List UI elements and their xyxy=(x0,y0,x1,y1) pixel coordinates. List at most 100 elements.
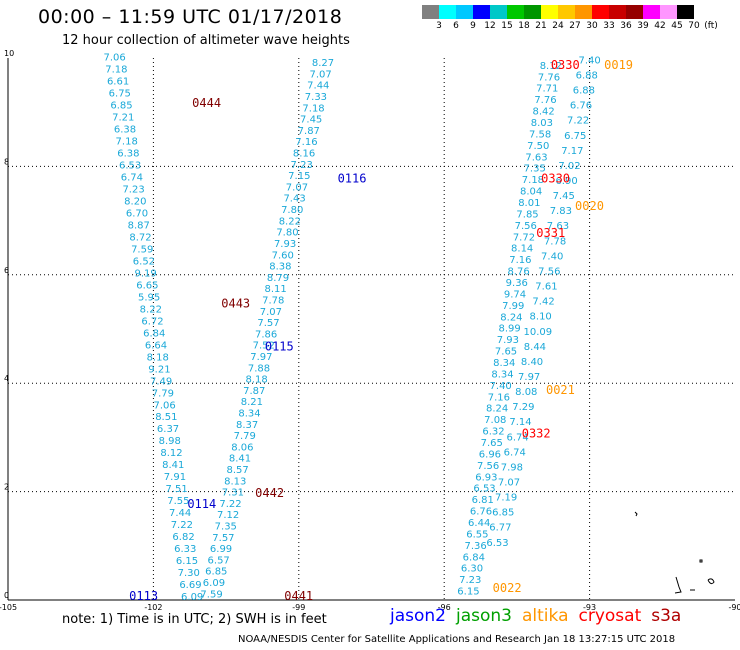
wave-height-value: 7.63 xyxy=(525,152,547,163)
wave-height-value: 8.18 xyxy=(147,352,169,363)
wave-height-value: 6.15 xyxy=(176,556,198,567)
wave-height-value: 6.15 xyxy=(457,587,479,598)
wave-height-value: 7.43 xyxy=(283,194,305,205)
wave-height-value: 7.21 xyxy=(112,113,134,124)
wave-height-value: 7.93 xyxy=(274,239,296,250)
color-swatch xyxy=(422,5,439,19)
wave-height-value: 7.35 xyxy=(524,164,546,175)
color-scale-label: 6 xyxy=(453,21,459,31)
wave-height-value: 6.99 xyxy=(210,544,232,555)
wave-height-value: 8.13 xyxy=(224,476,246,487)
wave-height-value: 8.16 xyxy=(293,149,315,160)
wave-height-value: 7.55 xyxy=(167,496,189,507)
pass-label: 0019 xyxy=(604,58,633,72)
color-swatch xyxy=(643,5,660,19)
color-swatch xyxy=(439,5,456,19)
wave-height-value: 7.60 xyxy=(272,250,294,261)
color-swatch xyxy=(626,5,643,19)
wave-height-value: 7.16 xyxy=(295,137,317,148)
y-tick-label: 6 xyxy=(4,266,9,275)
wave-height-value: 7.76 xyxy=(538,72,560,83)
wave-height-value: 8.08 xyxy=(515,387,537,398)
wave-height-value: 8.27 xyxy=(312,58,334,69)
color-scale-label: 70 xyxy=(688,21,700,31)
wave-height-value: 7.42 xyxy=(532,297,554,308)
pass-label: 0444 xyxy=(192,96,221,110)
color-scale-label: 39 xyxy=(637,21,649,31)
color-scale-label: 27 xyxy=(569,21,581,31)
wave-height-value: 7.40 xyxy=(578,55,600,66)
wave-height-value: 6.52 xyxy=(133,256,155,267)
wave-height-value: 8.12 xyxy=(540,61,562,72)
wave-height-value: 8.57 xyxy=(227,465,249,476)
color-scale-label: (ft) xyxy=(704,21,718,31)
wave-height-value: 7.06 xyxy=(153,400,175,411)
color-scale-label: 12 xyxy=(484,21,496,31)
wave-height-value: 7.16 xyxy=(488,392,510,403)
wave-height-value: 8.03 xyxy=(531,118,553,129)
wave-height-value: 7.17 xyxy=(561,146,583,157)
wave-height-value: 6.61 xyxy=(107,77,129,88)
wave-height-value: 8.20 xyxy=(124,197,146,208)
wave-height-value: 7.18 xyxy=(116,137,138,148)
track-0019: 7.40 6.88 6.88 6.76 7.22 6.75 7.17 7.02 6.90 7.45… xyxy=(486,55,600,548)
wave-height-value: 9.19 xyxy=(135,268,157,279)
wave-height-value: 6.93 xyxy=(475,472,497,483)
color-scale-label: 36 xyxy=(620,21,632,31)
wave-height-value: 8.87 xyxy=(128,220,150,231)
legend-item: jason3 xyxy=(456,606,512,626)
coastline xyxy=(634,511,715,594)
wave-height-value: 6.64 xyxy=(145,340,167,351)
wave-height-value: 6.85 xyxy=(205,567,227,578)
wave-height-value: 7.07 xyxy=(260,307,282,318)
wave-height-value: 6.85 xyxy=(492,508,514,519)
wave-height-value: 7.07 xyxy=(498,478,520,489)
x-tick-label: -102 xyxy=(144,603,162,612)
wave-height-value: 6.84 xyxy=(463,552,485,563)
wave-height-value: 7.79 xyxy=(152,388,174,399)
color-swatch xyxy=(558,5,575,19)
x-tick-label: -90 xyxy=(728,603,740,612)
wave-height-value: 6.53 xyxy=(473,484,495,495)
wave-height-value: 8.18 xyxy=(245,375,267,386)
color-swatch xyxy=(456,5,473,19)
pass-label: 0115 xyxy=(265,340,294,354)
color-swatch xyxy=(609,5,626,19)
wave-height-value: 7.72 xyxy=(513,232,535,243)
wave-height-value: 8.04 xyxy=(520,187,542,198)
pass-labels: 0444 0443 0442 0441 0116 0115 0114 0113 0330 0330… xyxy=(129,58,633,603)
wave-height-value: 6.55 xyxy=(466,529,488,540)
wave-height-value: 8.98 xyxy=(159,436,181,447)
wave-height-value: 7.93 xyxy=(497,335,519,346)
wave-height-value: 7.22 xyxy=(567,116,589,127)
wave-height-value: 7.65 xyxy=(481,438,503,449)
track-0116: 8.277.077.447.337.187.457.877.168.167.23… xyxy=(200,58,334,600)
wave-height-value: 7.19 xyxy=(495,493,517,504)
wave-height-value: 7.52 xyxy=(253,341,275,352)
wave-height-value: 6.33 xyxy=(174,544,196,555)
y-tick-label: 2 xyxy=(4,483,9,492)
wave-height-value: 6.53 xyxy=(119,161,141,172)
pass-label: 0442 xyxy=(255,486,284,500)
wave-height-value: 6.70 xyxy=(126,209,148,220)
wave-height-value: 6.81 xyxy=(472,495,494,506)
wave-height-value: 8.40 xyxy=(521,357,543,368)
wave-height-value: 7.45 xyxy=(300,115,322,126)
x-tick-label: -96 xyxy=(438,603,451,612)
color-scale-label: 9 xyxy=(470,21,476,31)
y-tick-label: 0 xyxy=(4,591,9,600)
wave-height-value: 8.99 xyxy=(498,324,520,335)
pass-label: 0330 xyxy=(541,172,570,186)
wave-height-value: 7.45 xyxy=(553,191,575,202)
pass-label: 0331 xyxy=(536,226,565,240)
wave-height-value: 7.78 xyxy=(262,295,284,306)
pass-label: 0020 xyxy=(575,199,604,213)
wave-height-value: 6.96 xyxy=(479,449,501,460)
wave-height-value: 7.56 xyxy=(477,461,499,472)
wave-height-value: 7.83 xyxy=(550,206,572,217)
wave-height-value: 7.12 xyxy=(217,510,239,521)
legend-item: cryosat xyxy=(578,606,642,626)
wave-height-value: 6.74 xyxy=(504,447,526,458)
wave-height-value: 6.44 xyxy=(468,518,490,529)
wave-height-value: 7.18 xyxy=(105,65,127,76)
